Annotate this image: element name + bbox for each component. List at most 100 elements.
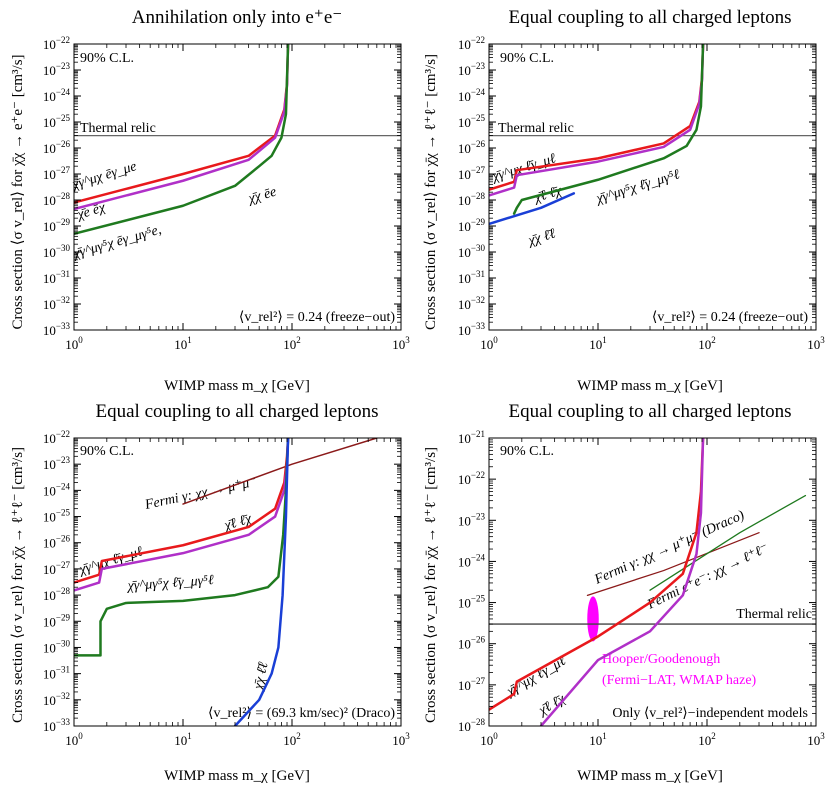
panel-4-title: Equal coupling to all charged leptons	[509, 401, 792, 422]
panel-3-label-chichi: χ̄χ ℓ̄ℓ	[251, 661, 272, 693]
panel-4-frame	[488, 437, 817, 727]
panel-3: Equal coupling to all charged leptons WI…	[10, 401, 410, 784]
panel-1-ytick-label: 10−26	[43, 139, 71, 156]
panel-3-cl-note: 90% C.L.	[80, 444, 134, 459]
panel-2-label-axial: χ̄γ^μγ⁵χ ℓ̄γ_μγ⁵ℓ	[593, 167, 682, 207]
panel-2-ytick-label: 10−32	[458, 295, 485, 312]
panel-3-series-4	[74, 438, 290, 657]
panel-3-ylabel: Cross section ⟨σ v_rel⟩ for χ̄χ → ℓ⁺ℓ⁻ […	[10, 447, 26, 723]
panel-4-region-label-2: (Fermi−LAT, WMAP haze)	[602, 673, 757, 688]
panel-3-ytick-label: 10−27	[43, 560, 71, 577]
panel-1-ytick-label: 10−24	[43, 87, 71, 104]
panel-1-frame	[73, 43, 402, 331]
panel-2-plot-area	[489, 44, 816, 226]
panel-4-series-3	[489, 438, 705, 711]
panel-1-ytick-label: 10−27	[43, 165, 71, 182]
panel-2-xtick-label: 100	[480, 335, 498, 352]
panel-3-ytick-label: 10−32	[43, 691, 70, 708]
panel-4: Equal coupling to all charged leptons WI…	[423, 401, 825, 784]
panel-4-indep-note: Only ⟨v_rel²⟩−independent models	[612, 706, 808, 721]
panel-2-ytick-label: 10−31	[458, 269, 485, 286]
panel-3-series-5	[233, 438, 290, 726]
panel-2-ytick-label: 10−22	[458, 35, 485, 52]
panel-2-cl-note: 90% C.L.	[500, 51, 554, 66]
panel-2-series-4	[489, 192, 576, 226]
panel-3-ytick-label: 10−23	[43, 455, 71, 472]
panel-4-region-1	[587, 596, 599, 642]
panel-1-ytick-label: 10−29	[43, 217, 71, 234]
panel-4-series-2	[649, 494, 807, 591]
panel-4-region-label-1: Hooper/Goodenough	[602, 652, 720, 667]
panel-1-thermal-label: Thermal relic	[80, 121, 156, 136]
panel-1-ytick-label: 10−28	[43, 191, 71, 208]
panel-3-ytick-label: 10−28	[43, 586, 71, 603]
panel-4-ylabel: Cross section ⟨σ v_rel⟩ for χ̄χ → ℓ⁺ℓ⁻ […	[423, 447, 439, 723]
panel-2-ytick-label: 10−33	[458, 321, 486, 338]
panel-1-xtick-label: 102	[283, 335, 301, 352]
panel-4-xtick-label: 101	[589, 731, 607, 748]
panel-2: Equal coupling to all charged leptons WI…	[423, 7, 825, 394]
panel-1-xtick-label: 103	[392, 335, 410, 352]
panel-1-xlabel: WIMP mass m_χ [GeV]	[164, 378, 310, 394]
panel-4-ytick-label: 10−26	[458, 635, 486, 652]
panel-2-xtick-label: 101	[589, 335, 607, 352]
panel-2-ylabel: Cross section ⟨σ v_rel⟩ for χ̄χ → ℓ⁺ℓ⁻ […	[423, 54, 439, 330]
panel-2-ytick-label: 10−28	[458, 191, 486, 208]
panel-2-ytick-label: 10−30	[458, 243, 486, 260]
panel-4-ytick-label: 10−25	[458, 594, 486, 611]
panel-3-xtick-label: 101	[174, 731, 192, 748]
panel-2-xtick-label: 103	[807, 335, 825, 352]
panel-1-ytick-label: 10−25	[43, 113, 71, 130]
panel-3-label-axial: χ̄γ^μγ⁵χ ℓ̄γ_μγ⁵ℓ	[125, 573, 214, 594]
panel-3-series-2	[74, 438, 290, 584]
panel-1-title: Annihilation only into e⁺e⁻	[132, 7, 343, 28]
panel-2-ytick-label: 10−26	[458, 139, 486, 156]
panel-3-xlabel: WIMP mass m_χ [GeV]	[164, 768, 310, 784]
panel-1-series-3	[74, 44, 290, 236]
panel-1-ytick-label: 10−32	[43, 295, 70, 312]
panel-2-ytick-label: 10−24	[458, 87, 486, 104]
panel-3-ytick-label: 10−25	[43, 508, 71, 525]
panel-2-frame	[488, 43, 817, 331]
panel-1-label-chichi: χ̄χ ēe	[245, 185, 278, 208]
panel-1-ytick-label: 10−23	[43, 61, 71, 78]
panel-4-cl-note: 90% C.L.	[500, 444, 554, 459]
panel-3-xtick-label: 102	[283, 731, 301, 748]
panel-1-ytick-label: 10−31	[43, 269, 70, 286]
panel-1-plot-area	[74, 44, 401, 236]
panel-3-ytick-label: 10−26	[43, 534, 71, 551]
panel-2-label-chichi: χ̄χ ℓ̄ℓ	[525, 226, 558, 249]
panel-4-ytick-label: 10−21	[458, 429, 485, 446]
panel-3-title: Equal coupling to all charged leptons	[96, 401, 379, 422]
panel-3-vrel-note: ⟨v_rel²⟩ = (69.3 km/sec)² (Draco)	[208, 706, 395, 721]
panel-1-vrel-note: ⟨v_rel²⟩ = 0.24 (freeze−out)	[239, 310, 395, 325]
panel-3-label-fermi: Fermi γ: χχ → μ⁺μ⁻	[143, 475, 258, 513]
panel-2-xlabel: WIMP mass m_χ [GeV]	[577, 378, 723, 394]
panel-1-xtick-label: 100	[65, 335, 83, 352]
panel-2-vrel-note: ⟨v_rel²⟩ = 0.24 (freeze−out)	[652, 310, 808, 325]
panel-4-ytick-label: 10−27	[458, 676, 486, 693]
panel-3-ytick-label: 10−22	[43, 429, 70, 446]
panel-1-ytick-label: 10−22	[43, 35, 70, 52]
panel-3-xtick-label: 103	[392, 731, 410, 748]
panel-3-series-3	[74, 438, 290, 592]
panel-3-frame	[73, 437, 402, 727]
panel-4-ytick-label: 10−28	[458, 717, 486, 734]
panel-3-xtick-label: 100	[65, 731, 83, 748]
panel-4-plot-area	[489, 438, 816, 726]
panel-1-xtick-label: 101	[174, 335, 192, 352]
panel-3-ytick-label: 10−33	[43, 717, 71, 734]
panel-4-ytick-label: 10−22	[458, 470, 485, 487]
panel-1-ytick-label: 10−30	[43, 243, 71, 260]
panel-1-label-axial: χ̄γ^μγ⁵χ ēγ_μγ⁵e,	[70, 222, 163, 262]
panel-3-series-1	[182, 438, 378, 505]
panel-4-xtick-label: 102	[698, 731, 716, 748]
panel-4-series-4	[539, 438, 705, 726]
panel-4-xlabel: WIMP mass m_χ [GeV]	[577, 768, 723, 784]
panel-2-ytick-label: 10−29	[458, 217, 486, 234]
panel-1-ylabel: Cross section ⟨σ v_rel⟩ for χ̄χ → e⁺e⁻ […	[10, 54, 26, 329]
panel-1-cl-note: 90% C.L.	[80, 51, 134, 66]
panel-4-thermal-label: Thermal relic	[736, 607, 812, 622]
panel-3-plot-area	[74, 438, 378, 726]
